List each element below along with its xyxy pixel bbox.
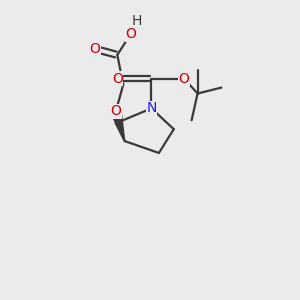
Text: O: O (112, 72, 123, 86)
Text: O: O (90, 42, 101, 56)
Text: N: N (146, 101, 157, 116)
Polygon shape (111, 110, 125, 141)
Text: H: H (131, 14, 142, 28)
Text: O: O (110, 104, 121, 118)
Text: O: O (125, 27, 136, 41)
Text: O: O (179, 72, 190, 86)
